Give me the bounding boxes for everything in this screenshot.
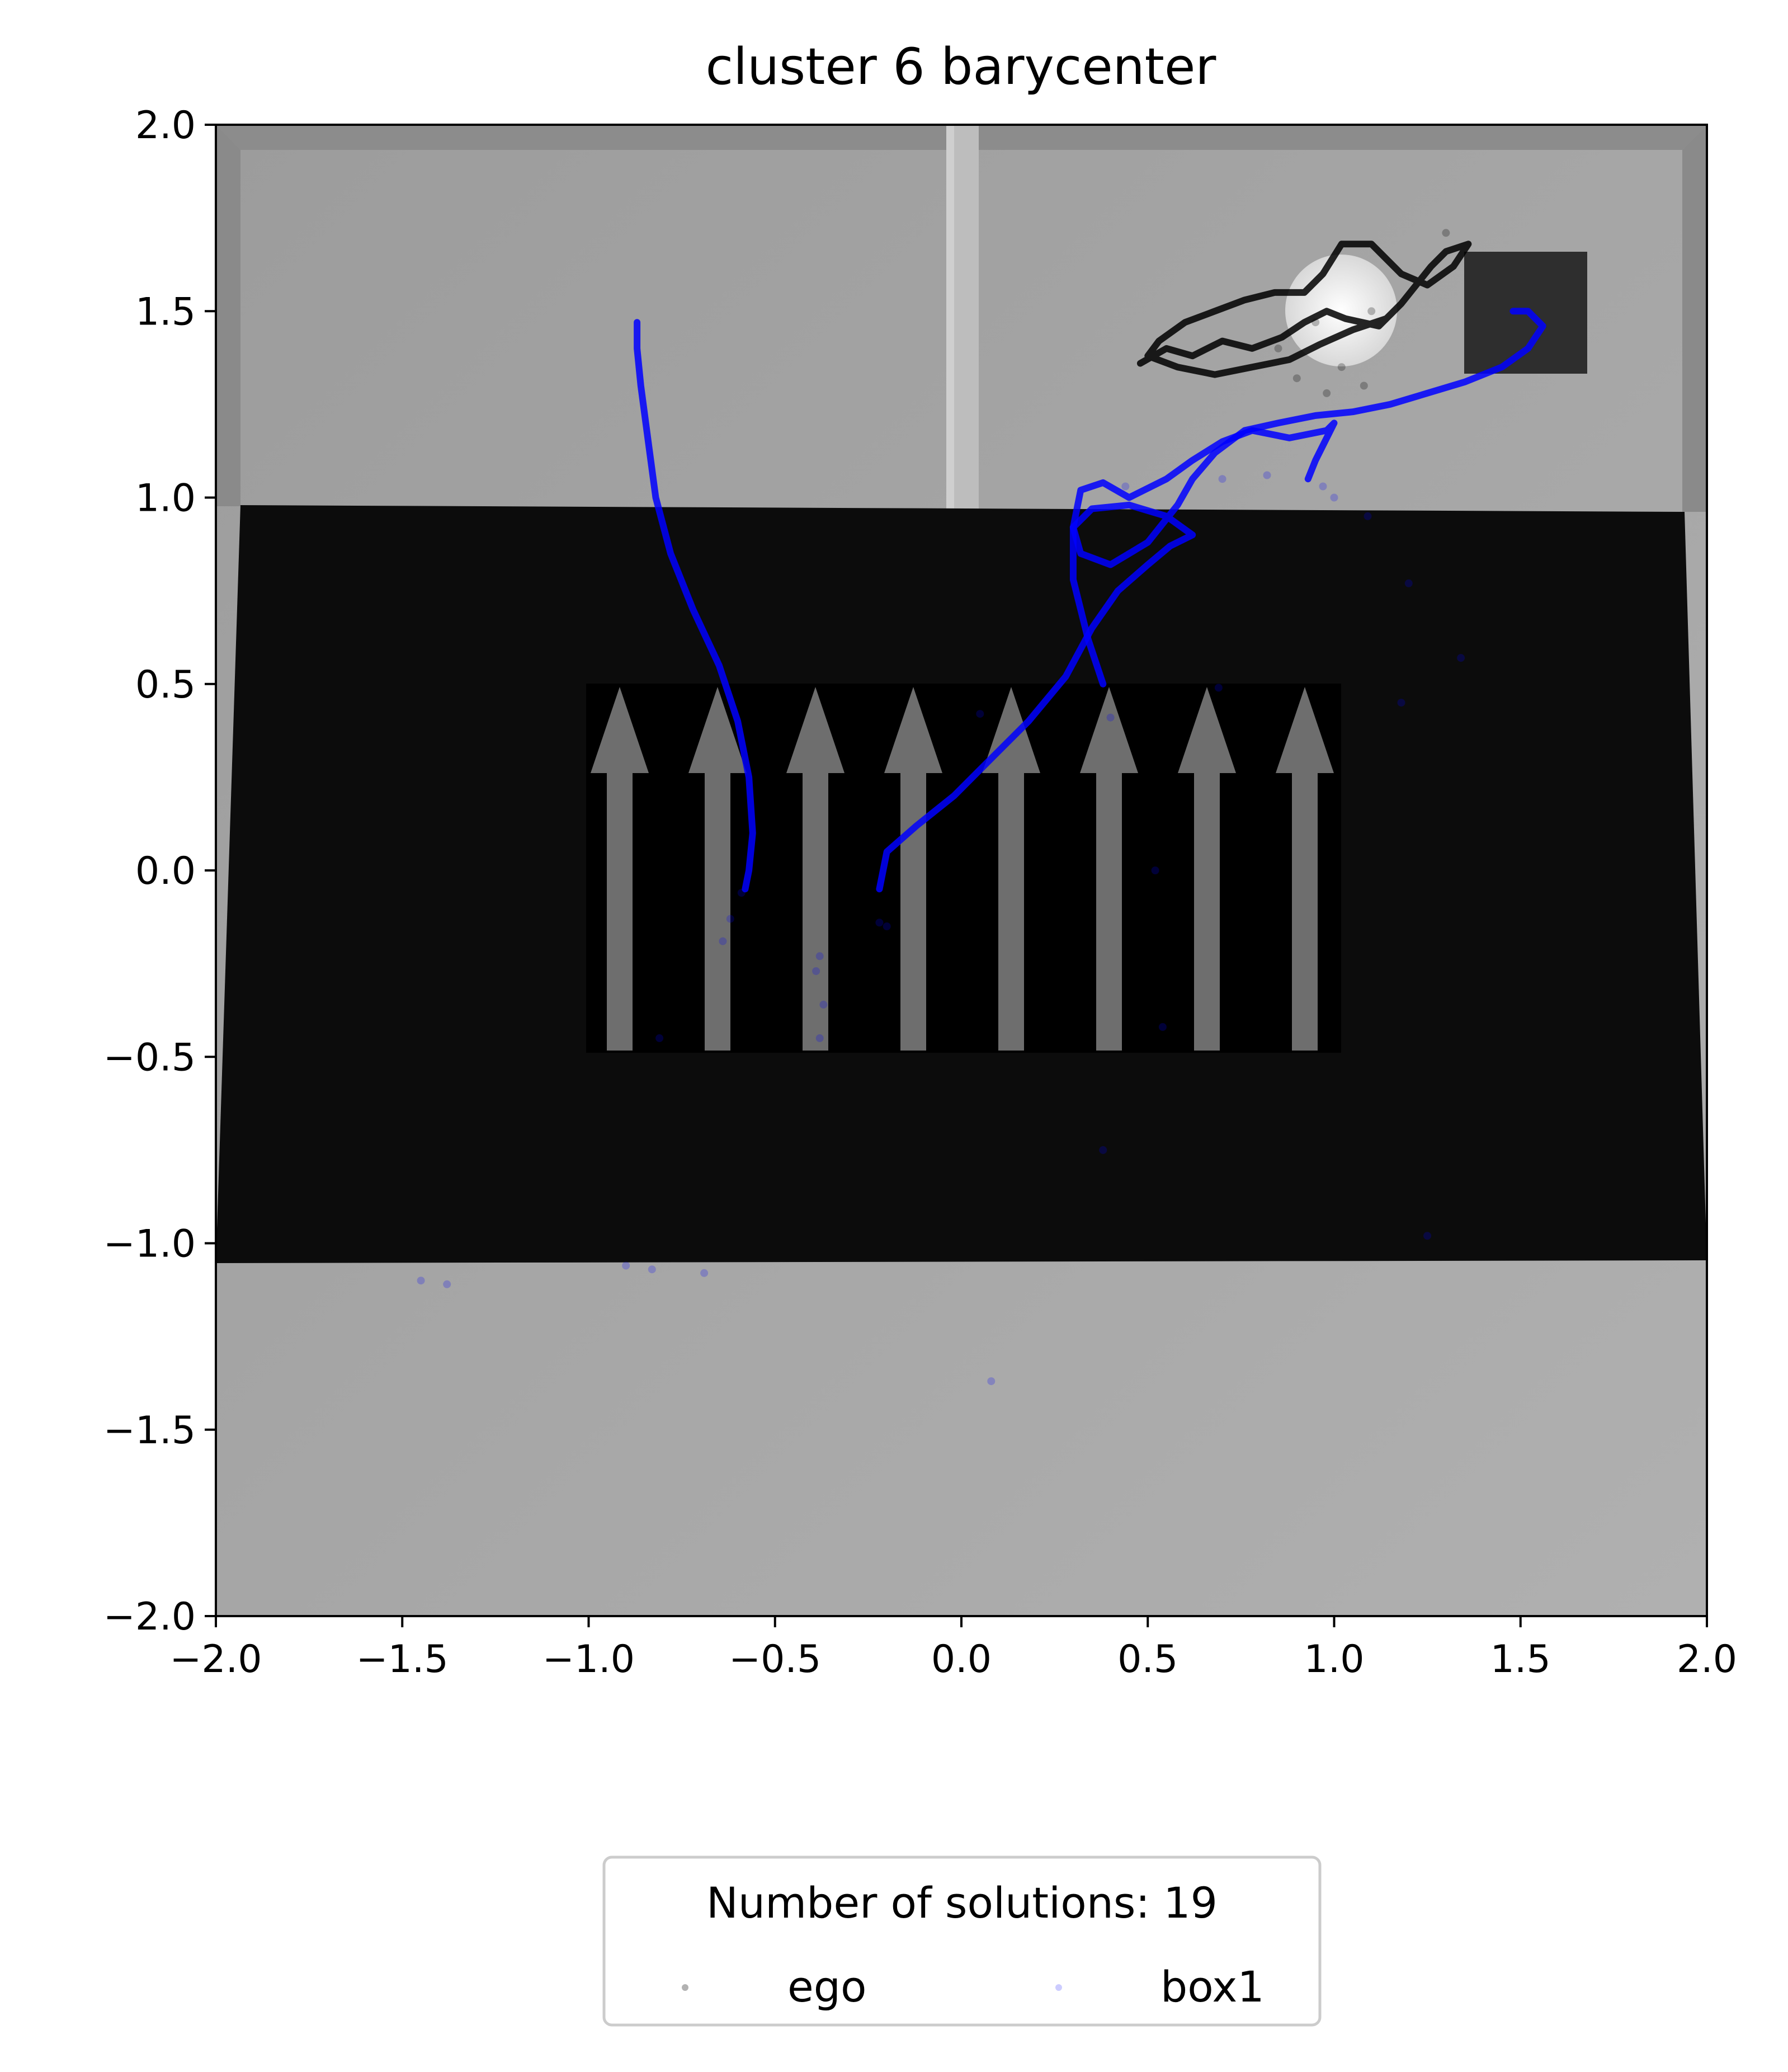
box1-point [443, 1280, 451, 1288]
x-tick-label: −0.5 [729, 1637, 821, 1682]
x-tick-label: 0.5 [1117, 1637, 1178, 1682]
legend-title: Number of solutions: 19 [706, 1878, 1218, 1928]
box1-point [1397, 699, 1405, 707]
box1-point [1404, 579, 1413, 587]
box1-point [1158, 1023, 1167, 1031]
series-layer [417, 229, 1546, 1386]
ego-point [1323, 389, 1331, 397]
floor-arrow-shaft [998, 772, 1024, 1051]
box1-point [987, 1377, 996, 1386]
ego-point [1337, 363, 1346, 371]
arrow-panel [586, 684, 1341, 1053]
x-tick-label: −1.5 [356, 1637, 449, 1682]
box1-point [655, 1034, 664, 1042]
box1-point [1319, 482, 1327, 491]
legend-label-ego: ego [787, 1962, 867, 2012]
floor-arrow-shaft [900, 772, 926, 1051]
chart-title: cluster 6 barycenter [706, 37, 1216, 96]
arrow-group [591, 687, 1334, 1051]
box1-trajectory [634, 319, 756, 893]
ego-point [1292, 374, 1301, 383]
floor-arrow-head [884, 687, 942, 773]
box1-point [1214, 684, 1223, 692]
ego-point [1274, 344, 1282, 352]
left-wall-edge [216, 125, 240, 506]
box1-point [1121, 482, 1130, 491]
floor-arrow-shaft [607, 772, 633, 1051]
floor-arrow-head [1080, 687, 1138, 773]
box1-point [976, 710, 984, 718]
y-tick-label: 2.0 [135, 103, 196, 148]
box1-point [815, 1034, 824, 1042]
box1-point [726, 915, 734, 923]
y-tick-label: −1.5 [103, 1409, 196, 1453]
floor-arrow-shaft [1292, 772, 1318, 1051]
box1-point [1364, 512, 1372, 520]
y-tick-label: 0.0 [135, 849, 196, 893]
x-tick-label: 1.5 [1490, 1637, 1551, 1682]
floor-arrow-shaft [1194, 772, 1220, 1051]
box1-point [819, 1000, 828, 1009]
floor-arrow-head [591, 687, 649, 773]
right-wall-edge [1682, 125, 1707, 512]
box1-point [1423, 1232, 1432, 1240]
legend-marker-ego [682, 1984, 688, 1991]
floor-arrow-head [688, 687, 747, 773]
axes-layer: −2.0 −1.5 −1.0 −0.5 0.0 0.5 1.0 1.5 2.0 2.0 1.5 1.0… [103, 103, 1737, 1682]
legend: Number of solutions: 19 ego box1 [602, 1856, 1322, 2027]
box1-point [815, 952, 824, 960]
box1-point [883, 922, 891, 930]
box1-point [1218, 475, 1226, 483]
box1-point [1151, 867, 1159, 874]
box1-point [417, 1277, 425, 1285]
y-tick-label: 1.5 [135, 290, 196, 334]
ego-trajectory [1136, 241, 1472, 378]
ego-point [1367, 307, 1376, 315]
box1-point [812, 967, 820, 975]
box1-point [1330, 493, 1338, 502]
floor-arrow-shaft [705, 772, 730, 1051]
x-tick-label: −2.0 [169, 1637, 262, 1682]
ego-point [1360, 382, 1368, 390]
legend-box [602, 1856, 1322, 2027]
ego-point [1442, 229, 1450, 237]
box1-point [1099, 1146, 1107, 1154]
x-tick-label: 0.0 [931, 1637, 992, 1682]
floor-arrow-shaft [803, 772, 828, 1051]
y-tick-label: −0.5 [103, 1035, 196, 1080]
box1-point [719, 937, 727, 945]
floor-arrow-shaft [1096, 772, 1122, 1051]
y-tick-label: −2.0 [103, 1595, 196, 1639]
pole-highlight [946, 125, 954, 516]
box1-point [648, 1265, 656, 1274]
floor-arrow-head [786, 687, 845, 773]
box1-trajectory [1069, 420, 1338, 687]
box1-point [1106, 713, 1115, 722]
x-tick-label: 2.0 [1677, 1637, 1737, 1682]
box1-point [622, 1261, 630, 1270]
x-tick-label: 1.0 [1304, 1637, 1364, 1682]
y-tick-label: 1.0 [135, 477, 196, 521]
floor-arrow-head [1178, 687, 1236, 773]
box1-point [1457, 654, 1465, 662]
x-tick-label: −1.0 [542, 1637, 635, 1682]
legend-marker-box1 [1055, 1984, 1062, 1991]
box1-trajectory [876, 308, 1546, 893]
box1-point [1263, 471, 1271, 479]
scene-background [216, 125, 1707, 1616]
y-tick-label: 0.5 [135, 663, 196, 707]
box1-point [875, 919, 884, 927]
legend-label-box1: box1 [1160, 1962, 1265, 2012]
box1-point [700, 1269, 709, 1277]
y-tick-label: −1.0 [103, 1222, 196, 1266]
floor-arrow-head [1276, 687, 1334, 773]
plot-area: −2.0 −1.5 −1.0 −0.5 0.0 0.5 1.0 1.5 2.0 2.0 1.5 1.0… [103, 103, 1737, 1682]
